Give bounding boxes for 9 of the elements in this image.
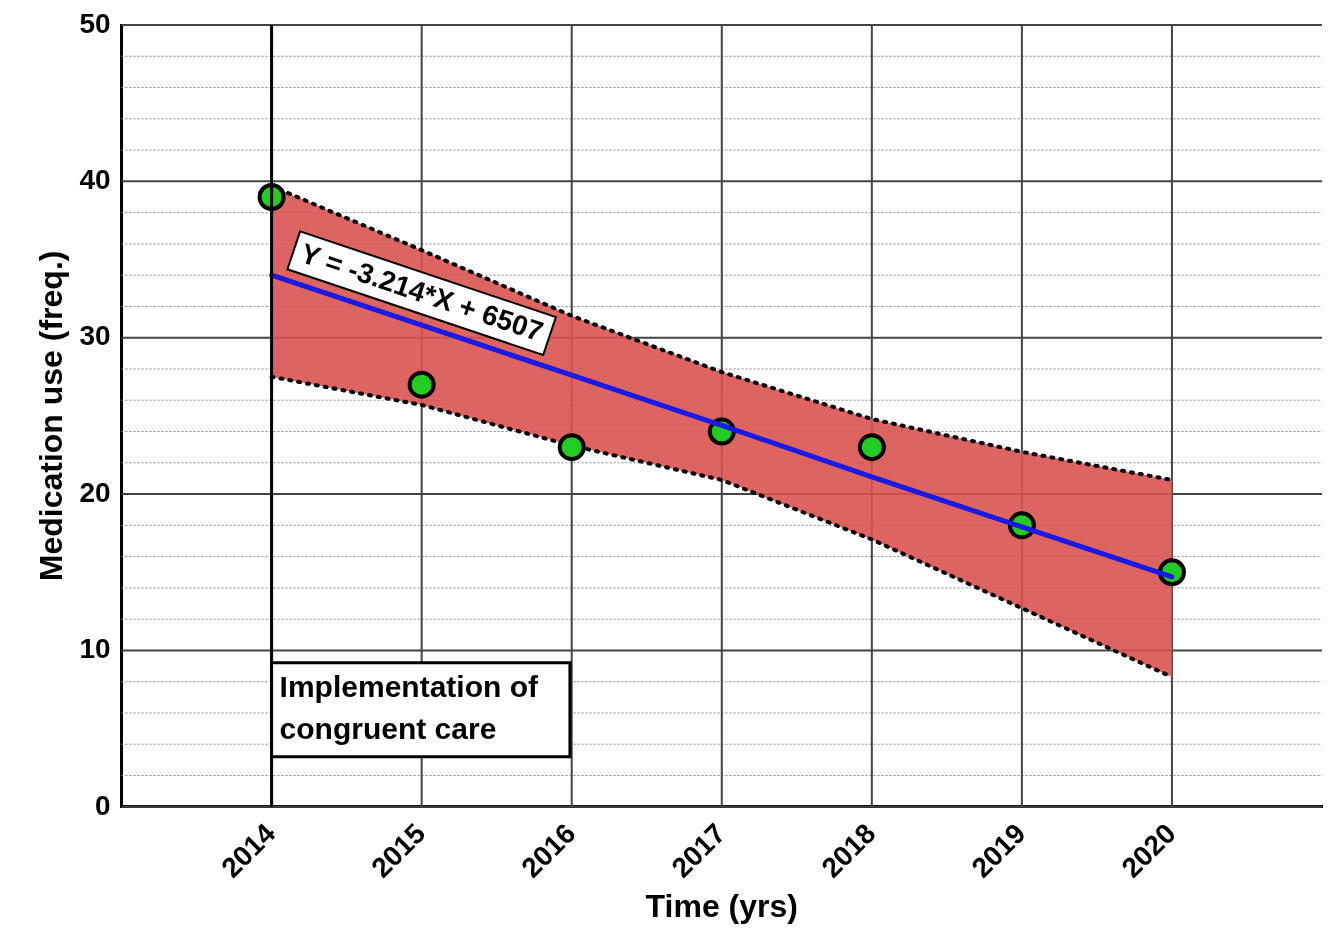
y-axis-title: Medication use (freq.) bbox=[33, 250, 70, 582]
y-tick-label: 0 bbox=[94, 789, 111, 821]
y-tick-label: 30 bbox=[79, 320, 111, 352]
ref-line-label: Implementation of congruent care bbox=[279, 670, 539, 746]
y-tick-label: 40 bbox=[79, 164, 111, 196]
x-axis-title: Time (yrs) bbox=[645, 887, 798, 924]
y-tick-label: 50 bbox=[79, 7, 111, 39]
y-tick-label: 10 bbox=[79, 633, 111, 665]
y-tick-label: 20 bbox=[79, 476, 111, 508]
